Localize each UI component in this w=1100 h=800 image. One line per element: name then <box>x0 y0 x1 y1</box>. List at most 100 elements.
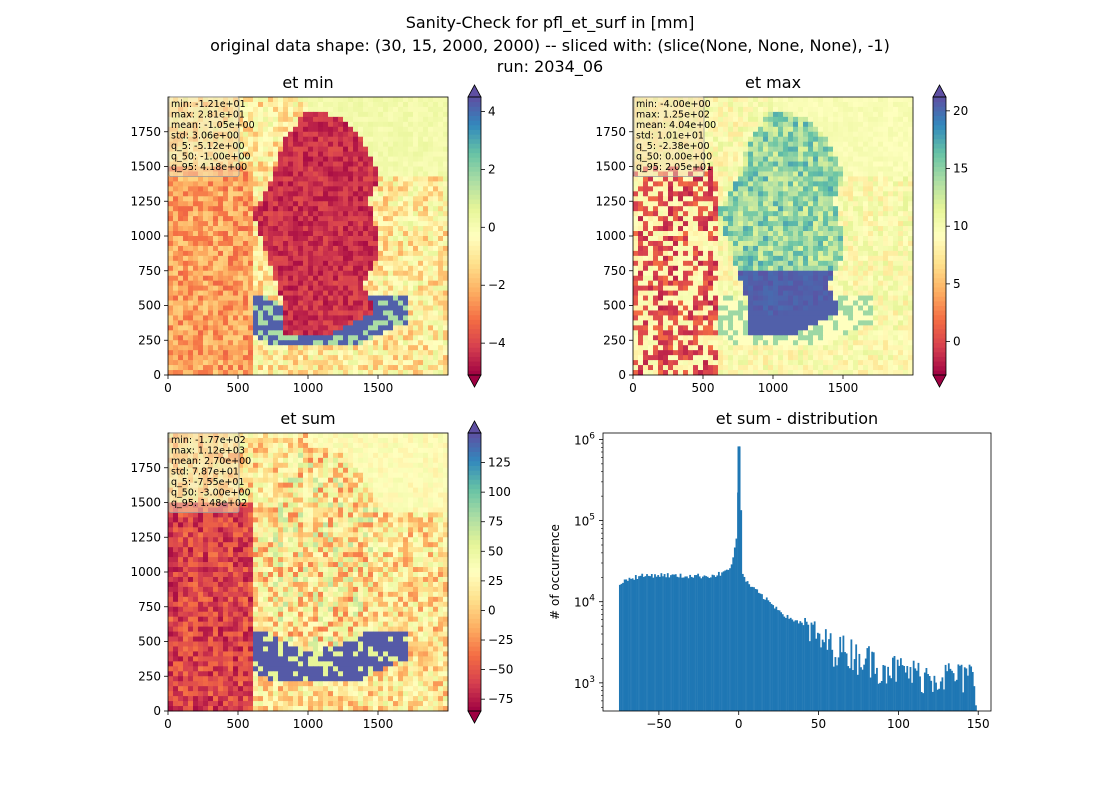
heatmap-cell <box>303 231 309 237</box>
heatmap-cell <box>903 126 909 133</box>
heatmap-cell <box>288 161 294 167</box>
heatmap-cell <box>838 161 844 167</box>
heatmap-cell <box>868 216 874 222</box>
heatmap-cell <box>733 126 739 133</box>
heatmap-cell <box>678 196 684 202</box>
heatmap-cell <box>313 191 319 197</box>
heatmap-cell <box>843 126 849 133</box>
heatmap-cell <box>293 310 299 316</box>
heatmap-cell <box>423 156 429 162</box>
heatmap-cell <box>283 355 289 361</box>
heatmap-cell <box>258 186 264 192</box>
heatmap-cell <box>908 151 914 157</box>
heatmap-cell <box>858 206 864 212</box>
heatmap-cell <box>273 370 279 376</box>
heatmap-cell <box>203 315 209 321</box>
heatmap-cell <box>778 221 784 227</box>
heatmap-cell <box>298 345 304 351</box>
heatmap-cell <box>648 186 654 192</box>
heatmap-cell <box>253 181 259 187</box>
heatmap-cell <box>348 121 354 128</box>
heatmap-cell <box>358 106 364 113</box>
heatmap-cell <box>263 146 269 152</box>
heatmap-cell <box>303 156 309 162</box>
heatmap-cell <box>908 236 914 242</box>
heatmap-cell <box>258 216 264 222</box>
heatmap-cell <box>433 101 439 108</box>
heatmap-cell <box>323 146 329 152</box>
heatmap-cell <box>403 265 409 272</box>
heatmap-cell <box>348 290 354 296</box>
heatmap-cell <box>893 166 899 172</box>
heatmap-cell <box>823 141 829 148</box>
heatmap-cell <box>228 330 234 336</box>
heatmap-cell <box>313 315 319 321</box>
heatmap-cell <box>203 245 209 252</box>
heatmap-cell <box>338 275 344 282</box>
heatmap-cell <box>318 146 324 152</box>
heatmap-cell <box>643 250 649 257</box>
heatmap-cell <box>908 111 914 118</box>
heatmap-cell <box>378 206 384 212</box>
heatmap-cell <box>643 245 649 252</box>
heatmap-cell <box>423 116 429 123</box>
heatmap-cell <box>273 365 279 371</box>
heatmap-cell <box>418 141 424 148</box>
heatmap-cell <box>423 191 429 197</box>
heatmap-cell <box>338 320 344 326</box>
heatmap-cell <box>753 141 759 148</box>
heatmap-cell <box>338 345 344 351</box>
heatmap-cell <box>213 365 219 371</box>
heatmap-cell <box>268 270 274 277</box>
heatmap-cell <box>178 211 184 217</box>
heatmap-cell <box>303 280 309 287</box>
heatmap-cell <box>283 325 289 331</box>
heatmap-cell <box>183 245 189 252</box>
heatmap-cell <box>338 340 344 346</box>
heatmap-cell <box>878 221 884 227</box>
heatmap-cell <box>648 201 654 207</box>
heatmap-cell <box>798 236 804 242</box>
heatmap-cell <box>393 320 399 326</box>
heatmap-cell <box>313 146 319 152</box>
heatmap-cell <box>633 206 639 212</box>
heatmap-cell <box>683 236 689 242</box>
heatmap-cell <box>203 350 209 356</box>
heatmap-cell <box>443 171 449 177</box>
heatmap-cell <box>418 116 424 123</box>
heatmap-cell <box>403 340 409 346</box>
heatmap-cell <box>383 365 389 371</box>
heatmap-cell <box>183 270 189 277</box>
heatmap-cell <box>333 240 339 247</box>
heatmap-cell <box>323 221 329 227</box>
heatmap-cell <box>343 151 349 157</box>
heatmap-cell <box>438 226 444 232</box>
heatmap-cell <box>783 196 789 202</box>
heatmap-cell <box>433 111 439 118</box>
heatmap-cell <box>393 106 399 113</box>
heatmap-cell <box>333 121 339 128</box>
heatmap-cell <box>338 350 344 356</box>
heatmap-cell <box>388 370 394 376</box>
heatmap-cell <box>783 231 789 237</box>
heatmap-cell <box>303 236 309 242</box>
heatmap-cell <box>253 231 259 237</box>
heatmap-cell <box>308 315 314 321</box>
heatmap-cell <box>353 305 359 311</box>
heatmap-cell <box>723 106 729 113</box>
heatmap-cell <box>263 350 269 356</box>
heatmap-cell <box>298 255 304 262</box>
heatmap-cell <box>213 300 219 306</box>
heatmap-cell <box>348 245 354 252</box>
heatmap-cell <box>888 136 894 143</box>
heatmap-cell <box>683 216 689 222</box>
heatmap-cell <box>218 360 224 366</box>
heatmap-cell <box>233 211 239 217</box>
heatmap-cell <box>408 265 414 272</box>
heatmap-cell <box>313 196 319 202</box>
heatmap-cell <box>438 310 444 316</box>
heatmap-cell <box>773 221 779 227</box>
heatmap-cell <box>303 370 309 376</box>
heatmap-cell <box>258 136 264 143</box>
heatmap-cell <box>383 350 389 356</box>
